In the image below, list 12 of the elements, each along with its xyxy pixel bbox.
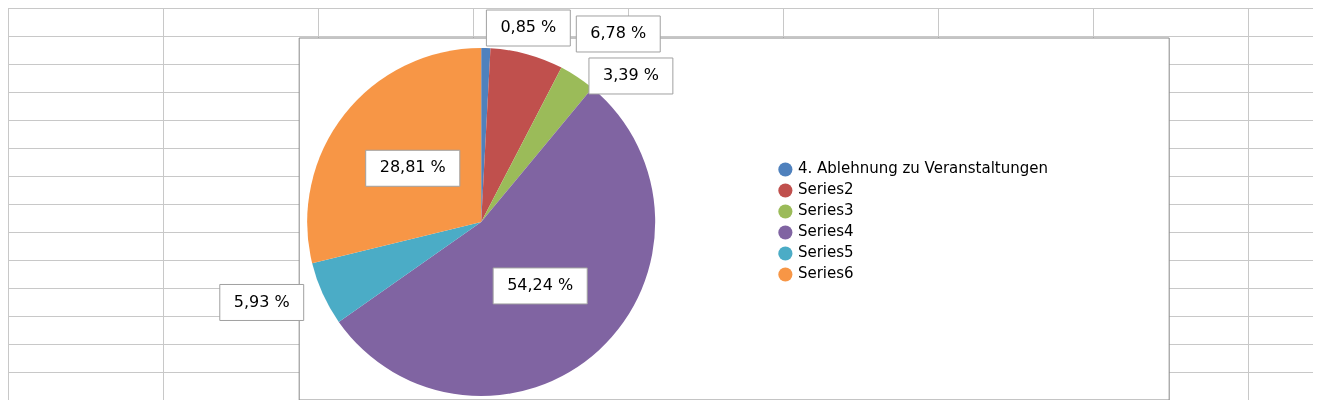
legend-label: Series3 xyxy=(797,201,854,220)
data-label: 3,39 % xyxy=(602,65,659,85)
data-label: 54,24 % xyxy=(507,275,574,295)
data-label: 6,78 % xyxy=(590,23,647,43)
data-label: 28,81 % xyxy=(379,157,446,177)
legend-label: 4. Ablehnung zu Veranstaltungen xyxy=(797,159,1048,178)
legend-label: Series6 xyxy=(797,264,854,283)
legend-label: Series4 xyxy=(797,222,854,241)
data-label: 0,85 % xyxy=(500,17,557,37)
data-label: 5,93 % xyxy=(233,291,290,311)
legend-label: Series2 xyxy=(797,180,854,199)
legend-label: Series5 xyxy=(797,243,854,262)
